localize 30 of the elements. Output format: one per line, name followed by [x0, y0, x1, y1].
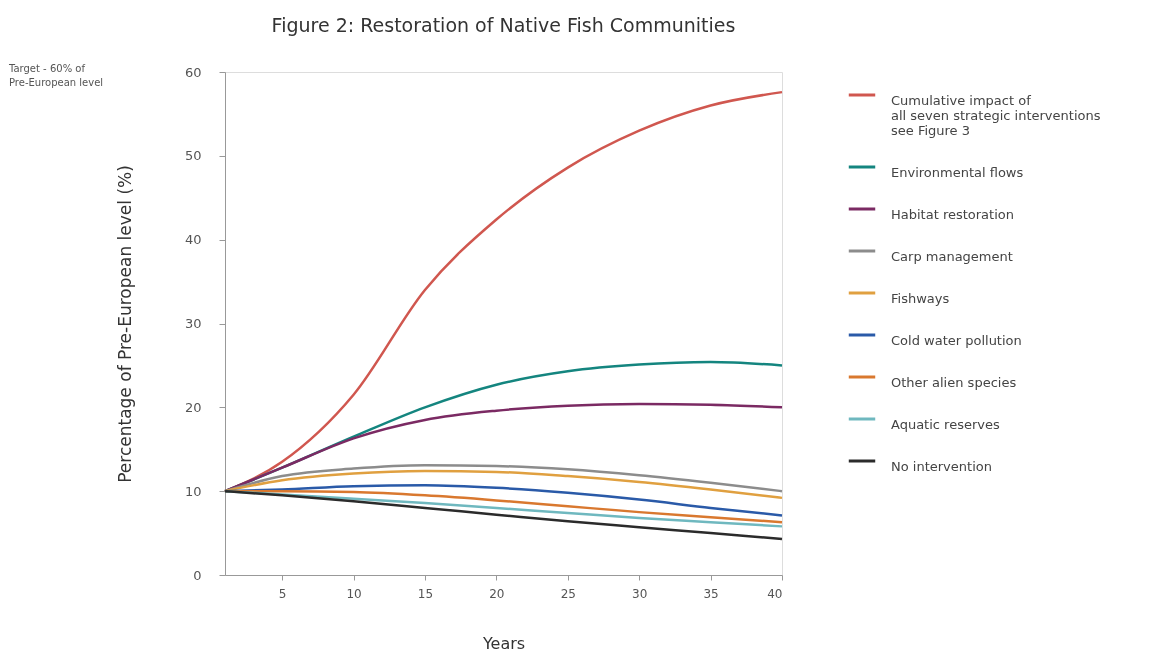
legend-label: Fishways	[891, 291, 950, 306]
legend-label: Cold water pollution	[891, 333, 1022, 348]
x-tick-label: 5	[278, 586, 287, 601]
legend-label: Environmental flows	[891, 165, 1024, 180]
legend-label: Carp management	[891, 249, 1013, 264]
y-tick-label: 10	[184, 483, 202, 499]
y-tick-label: 60	[184, 64, 202, 80]
legend-label: Aquatic reserves	[891, 417, 1000, 432]
line-series	[223, 463, 784, 493]
y-axis-title: Percentage of Pre-European level (%)	[114, 165, 135, 483]
y-tick-label: 20	[184, 399, 202, 415]
x-tick-label: 30	[632, 586, 648, 601]
line-series	[223, 489, 784, 541]
legend-label: Other alien species	[891, 375, 1017, 390]
legend-label: Cumulative impact of all seven strategic interventions see Figure 3	[891, 93, 1101, 138]
x-axis-title: Years	[481, 633, 526, 653]
chart-title: Figure 2: Restoration of Native Fish Communities	[271, 14, 736, 36]
legend-label: No intervention	[891, 459, 992, 474]
x-tick-label: 15	[417, 586, 434, 601]
x-tick-label: 25	[560, 586, 576, 601]
y-tick-label: 0	[193, 567, 202, 583]
y-tick-label: 50	[184, 148, 202, 164]
x-tick-label: 10	[346, 586, 362, 601]
y-tick-label: 40	[184, 232, 202, 248]
y-tick-label: 30	[184, 316, 202, 331]
x-tick-label: 35	[703, 586, 719, 601]
text: Target - 60% of Pre-European level	[8, 63, 104, 88]
legend-label: Habitat restoration	[891, 207, 1014, 222]
x-tick-label: 40	[767, 586, 783, 601]
x-tick-label: 20	[489, 586, 505, 601]
